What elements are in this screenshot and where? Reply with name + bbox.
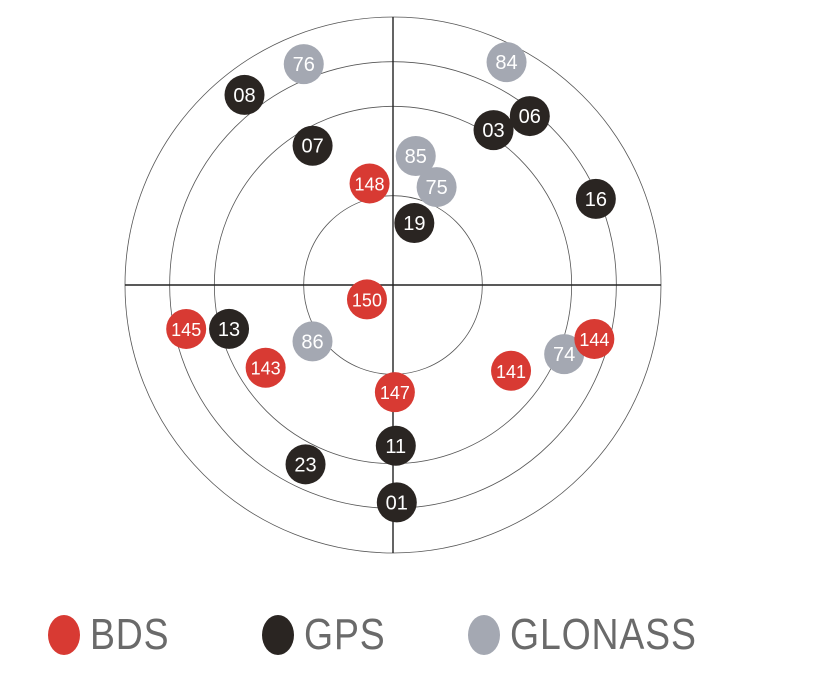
satellite-dot	[166, 308, 207, 349]
gps-swatch	[262, 615, 294, 655]
satellite-dot	[292, 321, 333, 362]
satellite-label: 23	[294, 454, 316, 476]
legend-item-glonass: GLONASS	[468, 610, 730, 660]
satellite-gps-16: 16	[575, 178, 616, 219]
legend-item-gps: GPS	[262, 610, 400, 660]
satellite-dot	[374, 372, 415, 413]
satellite-dot	[283, 44, 324, 85]
satellite-bds-145: 145	[166, 308, 207, 349]
satellite-glonass-76: 76	[283, 44, 324, 85]
satellite-label: 03	[482, 120, 504, 142]
satellite-dot	[376, 482, 417, 523]
legend-label: BDS	[90, 610, 170, 659]
satellite-label: 147	[380, 383, 410, 403]
satellite-dot	[509, 96, 550, 137]
satellite-dot	[575, 178, 616, 219]
satellite-glonass-86: 86	[292, 321, 333, 362]
satellite-bds-148: 148	[349, 163, 390, 204]
satellite-bds-141: 141	[491, 350, 532, 391]
satellite-gps-01: 01	[376, 482, 417, 523]
satellite-dot	[346, 279, 387, 320]
legend: BDS GPS GLONASS	[0, 600, 819, 670]
satellite-dot	[473, 110, 514, 151]
satellite-bds-143: 143	[245, 347, 286, 388]
satellite-dot	[209, 308, 250, 349]
glonass-swatch	[468, 615, 500, 655]
satellite-gps-19: 19	[394, 203, 435, 244]
satellite-gps-07: 07	[292, 125, 333, 166]
satellite-dot	[292, 125, 333, 166]
satellite-dot	[395, 135, 436, 176]
satellite-label: 141	[496, 362, 526, 382]
satellite-glonass-74: 74	[544, 334, 585, 375]
satellite-gps-23: 23	[285, 444, 326, 485]
satellite-glonass-85: 85	[395, 135, 436, 176]
satellite-label: 84	[495, 52, 517, 74]
satellite-label: 75	[425, 177, 447, 199]
satellite-gps-13: 13	[209, 308, 250, 349]
satellite-label: 08	[233, 85, 255, 107]
satellite-label: 11	[385, 436, 406, 458]
satellite-bds-150: 150	[346, 279, 387, 320]
sky-plot: 76 08 84 03 06 07 85 75 148 19 16 150 145 13 86 143 147 1…	[124, 16, 662, 554]
satellite-gps-06: 06	[509, 96, 550, 137]
satellite-label: 06	[519, 106, 541, 128]
satellite-label: 145	[171, 320, 201, 340]
legend-label: GPS	[304, 610, 386, 659]
satellite-dot	[285, 444, 326, 485]
satellite-bds-144: 144	[574, 318, 615, 359]
satellite-label: 144	[579, 330, 609, 350]
satellite-label: 85	[405, 146, 427, 168]
satellite-dot	[349, 163, 390, 204]
satellite-label: 07	[301, 136, 323, 158]
satellite-label: 13	[218, 319, 240, 341]
satellite-glonass-84: 84	[486, 42, 527, 83]
satellite-dot	[245, 347, 286, 388]
satellite-dot	[544, 334, 585, 375]
satellite-label: 148	[355, 174, 385, 194]
satellite-label: 143	[251, 359, 281, 379]
satellite-dot	[375, 425, 416, 466]
satellite-label: 01	[386, 492, 408, 514]
legend-item-bds: BDS	[48, 610, 183, 660]
satellite-label: 150	[352, 290, 382, 310]
bds-swatch	[48, 615, 80, 655]
satellite-dot	[224, 74, 265, 115]
satellite-dot	[574, 318, 615, 359]
satellite-bds-147: 147	[374, 372, 415, 413]
satellite-dot	[491, 350, 532, 391]
satellite-label: 76	[293, 54, 315, 76]
satellite-label: 74	[553, 344, 575, 366]
satellite-glonass-75: 75	[416, 167, 457, 208]
legend-label: GLONASS	[510, 610, 697, 659]
satellite-dot	[416, 167, 457, 208]
satellite-label: 16	[585, 189, 607, 211]
satellite-label: 19	[403, 213, 425, 235]
satellite-gps-08: 08	[224, 74, 265, 115]
satellite-label: 86	[301, 331, 323, 353]
satellite-gps-11: 11	[375, 425, 416, 466]
satellite-dot	[394, 203, 435, 244]
satellite-gps-03: 03	[473, 110, 514, 151]
satellite-dot	[486, 42, 527, 83]
